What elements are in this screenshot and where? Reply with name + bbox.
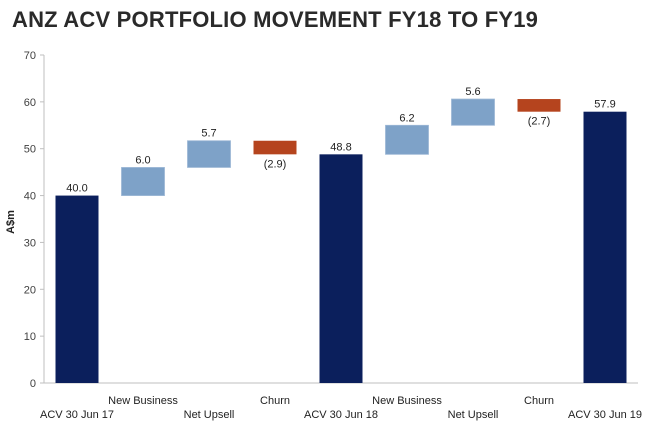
y-tick-label: 20 — [24, 284, 36, 296]
bar-increase — [187, 140, 231, 168]
bar-total — [583, 111, 627, 383]
bar-total — [55, 195, 99, 383]
category-label: New Business — [108, 395, 178, 407]
bar-total — [319, 154, 363, 383]
y-tick-label: 40 — [24, 191, 36, 203]
bar-decrease — [253, 140, 297, 155]
page-title: ANZ ACV PORTFOLIO MOVEMENT FY18 TO FY19 — [12, 7, 539, 32]
category-label: Churn — [260, 395, 290, 407]
data-labels: 40.0 6.0 5.7 (2.9) 48.8 6.2 5.6 (2.7) 57.9 — [66, 86, 615, 195]
data-label: 40.0 — [66, 183, 87, 195]
y-tick-label: 0 — [30, 378, 36, 390]
data-label: 57.9 — [594, 99, 615, 111]
y-tick-label: 70 — [24, 50, 36, 62]
category-label: Net Upsell — [448, 409, 499, 421]
data-label: 6.2 — [399, 112, 414, 124]
data-label: 5.7 — [201, 128, 216, 140]
data-label: 6.0 — [135, 154, 150, 166]
category-label: ACV 30 Jun 19 — [568, 409, 642, 421]
y-tick-label: 10 — [24, 331, 36, 343]
y-axis-label: A$m — [5, 210, 17, 234]
category-label: ACV 30 Jun 17 — [40, 409, 114, 421]
category-labels: ACV 30 Jun 17 New Business Net Upsell Churn… — [40, 395, 642, 421]
category-label: New Business — [372, 395, 442, 407]
data-label: 5.6 — [465, 86, 480, 98]
bar-increase — [451, 98, 495, 126]
y-tick-label: 30 — [24, 237, 36, 249]
bar-increase — [385, 124, 429, 155]
y-tick-label: 50 — [24, 144, 36, 156]
data-label: (2.7) — [528, 116, 551, 128]
bars — [55, 98, 627, 383]
y-tick-label: 60 — [24, 97, 36, 109]
category-label: Churn — [524, 395, 554, 407]
data-label: (2.9) — [264, 158, 287, 170]
bar-decrease — [517, 99, 561, 112]
bar-increase — [121, 167, 165, 196]
data-label: 48.8 — [330, 141, 351, 153]
category-label: Net Upsell — [184, 409, 235, 421]
category-label: ACV 30 Jun 18 — [304, 409, 378, 421]
